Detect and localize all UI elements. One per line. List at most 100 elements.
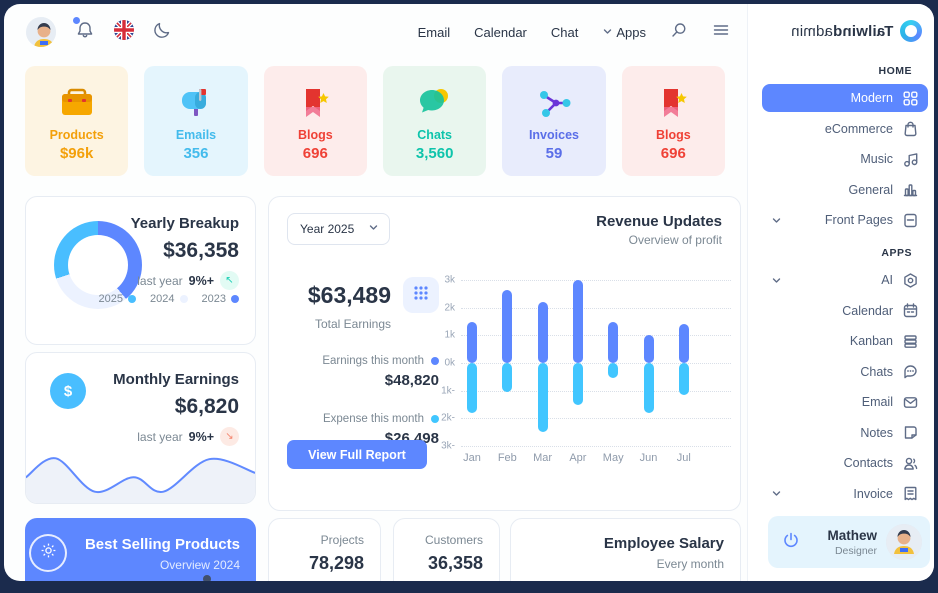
stat-label: Blogs <box>655 127 691 142</box>
legend-year: 2024 <box>150 293 175 305</box>
music-icon <box>902 151 919 168</box>
legend-year: 2025 <box>98 293 124 305</box>
grid-dots-icon <box>412 284 430 307</box>
main-area: Email Calendar Chat Apps Products $96k E… <box>4 4 748 581</box>
total-earnings-value: $63,489 <box>307 281 391 308</box>
contacts-icon <box>902 455 919 472</box>
logo-text-mirrored: Tailwindadmin <box>790 22 893 40</box>
year-select-value: Year 2025 <box>300 222 355 236</box>
nav-calendar[interactable]: Calendar <box>474 24 527 40</box>
carousel-dot[interactable] <box>203 575 211 581</box>
uk-flag-icon <box>114 19 134 45</box>
monthly-earnings-value: $6,820 <box>174 395 239 418</box>
stat-card-blogs[interactable]: Blogs 696 <box>621 66 725 176</box>
menu-button[interactable] <box>712 21 730 44</box>
user-role: Designer <box>834 544 877 557</box>
bar-expense-Jan[interactable] <box>467 363 477 413</box>
search-button[interactable] <box>670 21 688 44</box>
sidebar-item-label: Front Pages <box>824 213 893 227</box>
sidebar-item-kanban[interactable]: Kanban <box>762 327 928 355</box>
earnings-this-month-row: Earnings this month <box>322 355 439 367</box>
x-axis-label: Jun <box>639 452 658 464</box>
y-axis-tick: 3k <box>444 274 455 286</box>
stat-value: 696 <box>660 144 686 162</box>
language-flag-icon[interactable] <box>114 19 134 45</box>
header-nav: Email Calendar Chat Apps <box>418 21 748 44</box>
sidebar-item-general[interactable]: General <box>762 176 928 204</box>
stat-value: 3,560 <box>415 144 454 162</box>
sidebar-nav: HOME Modern eCommerce Music General Fron… <box>748 65 934 508</box>
bar-expense-Jun[interactable] <box>643 363 654 413</box>
moon-icon <box>153 21 171 44</box>
calendar-icon <box>902 302 919 319</box>
bar-expense-Mar[interactable] <box>537 363 548 433</box>
sidebar-item-contacts[interactable]: Contacts <box>762 449 928 477</box>
bar-earnings-Apr[interactable] <box>572 280 583 363</box>
stat-label: Invoices <box>528 127 579 142</box>
sidebar-item-invoice[interactable]: Invoice <box>762 480 928 508</box>
bar-expense-Apr[interactable] <box>572 363 583 405</box>
user-name: Mathew <box>827 527 877 543</box>
sidebar-item-email[interactable]: Email <box>762 388 928 416</box>
sidebar-item-music[interactable]: Music <box>762 145 928 173</box>
employee-salary-title: Employee Salary <box>603 535 724 552</box>
sidebar-item-front-pages[interactable]: Front Pages <box>762 206 928 234</box>
stat-card-products[interactable]: Products $96k <box>25 66 129 176</box>
sidebar-item-modern[interactable]: Modern <box>762 84 928 112</box>
year-select-dropdown[interactable]: Year 2025 <box>287 213 391 245</box>
sidebar-user-card: Mathew Designer <box>768 516 930 568</box>
bar-expense-Jul[interactable] <box>678 363 689 395</box>
sidebar-item-notes[interactable]: Notes <box>762 419 928 447</box>
sidebar-item-ecommerce[interactable]: eCommerce <box>762 115 928 143</box>
legend-year: 2023 <box>201 293 226 305</box>
stat-card-blogs[interactable]: Blogs 696 <box>263 66 367 176</box>
stat-value: 59 <box>545 144 563 162</box>
stat-card-emails[interactable]: Emails 356 <box>144 66 248 176</box>
user-avatar[interactable] <box>26 17 56 47</box>
sidebar-item-chats[interactable]: Chats <box>762 358 928 386</box>
mailbox-icon <box>175 81 217 125</box>
header-left-cluster <box>4 16 171 47</box>
stat-card-chats[interactable]: Chats 3,560 <box>382 66 487 176</box>
sidebar-item-calendar[interactable]: Calendar <box>762 297 928 325</box>
logo[interactable]: Tailwindadmin <box>748 4 934 52</box>
bar-expense-May[interactable] <box>608 363 619 379</box>
chart-icon <box>902 181 919 198</box>
nav-apps-dropdown[interactable]: Apps <box>602 25 646 40</box>
logout-power-icon[interactable] <box>782 531 800 554</box>
sidebar-item-ai[interactable]: AI <box>762 266 928 294</box>
bar-earnings-Jun[interactable] <box>643 335 654 363</box>
bar-earnings-Mar[interactable] <box>537 302 548 363</box>
doc-icon <box>902 212 919 229</box>
best-selling-products-card[interactable]: Best Selling Products Overview 2024 <box>25 518 256 581</box>
avatar-image-icon <box>26 17 56 47</box>
bookmark-icon <box>652 81 694 125</box>
grid-dots-icon-button[interactable] <box>403 277 439 313</box>
avatar-image-icon <box>886 524 922 560</box>
y-axis-tick: 1k <box>444 329 455 341</box>
sidebar-item-label: Notes <box>860 425 893 440</box>
x-axis-label: Jul <box>676 452 691 464</box>
dollar-icon: $ <box>50 373 86 409</box>
dark-mode-toggle[interactable] <box>153 21 171 44</box>
user-avatar-small[interactable] <box>886 524 922 560</box>
chevron-down-icon <box>771 488 782 499</box>
notification-bell-icon[interactable] <box>73 16 95 45</box>
stat-card-invoices[interactable]: Invoices 59 <box>502 66 606 176</box>
bar-earnings-Feb[interactable] <box>502 289 513 363</box>
view-full-report-button[interactable]: View Full Report <box>287 440 427 469</box>
revenue-subtitle: Overview of profit <box>628 233 722 247</box>
nav-email[interactable]: Email <box>417 24 451 40</box>
bar-earnings-May[interactable] <box>608 321 619 363</box>
bar-earnings-Jul[interactable] <box>678 324 689 363</box>
bar-earnings-Jan[interactable] <box>467 321 477 363</box>
bar-expense-Feb[interactable] <box>502 363 513 393</box>
stat-label: Products <box>49 127 104 142</box>
legend-item-2025: 2025 <box>98 293 137 305</box>
customers-card: Customers 36,358 <box>393 518 500 581</box>
monthly-earnings-sparkline <box>26 457 255 503</box>
share-icon <box>533 81 575 125</box>
settings-fab[interactable] <box>29 534 67 572</box>
stat-value: $96k <box>59 144 94 162</box>
nav-chat[interactable]: Chat <box>550 24 579 40</box>
